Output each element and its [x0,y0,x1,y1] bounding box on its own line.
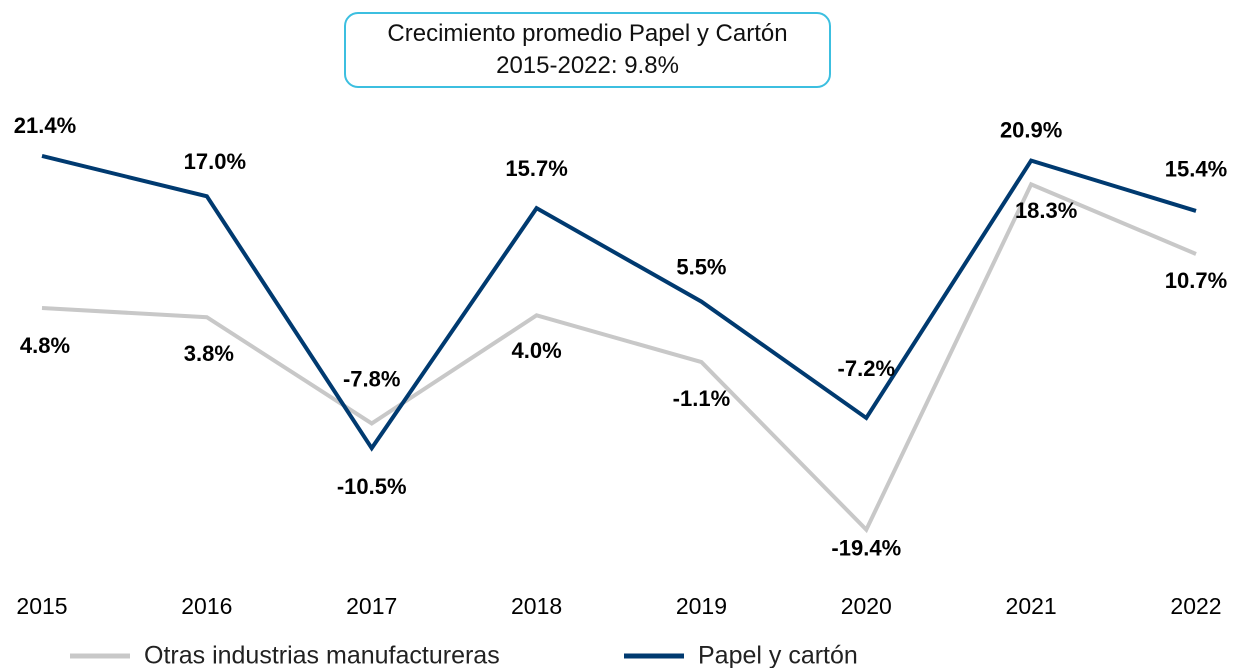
x-tick-label: 2021 [1006,593,1057,619]
value-label: 18.3% [1015,198,1077,223]
value-label: -7.2% [838,356,895,381]
x-tick-label: 2015 [16,593,67,619]
legend-label: Otras industrias manufactureras [144,642,500,668]
x-tick-label: 2022 [1170,593,1221,619]
chart-title: Crecimiento promedio Papel y Cartón 2015… [344,12,831,88]
x-tick-label: 2019 [676,593,727,619]
value-label: 5.5% [676,254,726,279]
value-label: -1.1% [673,386,730,411]
value-label: 10.7% [1165,268,1227,293]
value-label: 3.8% [184,341,234,366]
value-label: -7.8% [343,366,400,391]
x-tick-label: 2017 [346,593,397,619]
legend-label: Papel y cartón [698,642,858,668]
value-label: -19.4% [831,536,901,561]
value-label: 17.0% [184,149,246,174]
value-label: 20.9% [1000,117,1062,142]
value-label: 21.4% [14,113,76,138]
x-tick-label: 2018 [511,593,562,619]
value-label: -10.5% [337,474,407,499]
value-label: 4.8% [20,333,70,358]
value-label: 15.4% [1165,157,1227,182]
line [41,154,1197,452]
x-tick-label: 2016 [181,593,232,619]
value-label: 15.7% [505,156,567,181]
value-label: 4.0% [511,338,561,363]
line [41,181,1197,534]
x-tick-label: 2020 [841,593,892,619]
